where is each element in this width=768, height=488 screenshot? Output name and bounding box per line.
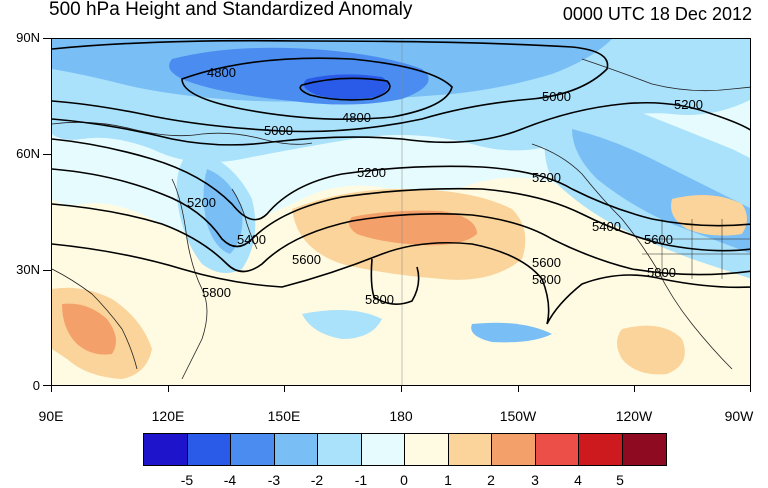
contour-label: 5200	[357, 165, 386, 180]
lat-label-90n: 90N	[16, 30, 40, 45]
contour-label: 5800	[365, 292, 394, 307]
anomaly-area-neg1-subtropic	[302, 310, 382, 339]
lat-label-30n: 30N	[16, 262, 40, 277]
lon-tick	[284, 386, 285, 392]
lon-tick	[518, 386, 519, 392]
colorbar-label: -1	[354, 472, 368, 488]
colorbar-label: 2	[487, 472, 495, 488]
anomaly-area-pos3-se-asia	[62, 303, 116, 355]
contour-label: 5800	[532, 272, 561, 287]
contour-label: 5600	[532, 255, 561, 270]
colorbar-box	[274, 434, 318, 465]
contour-label: 5800	[202, 285, 231, 300]
colorbar-box	[448, 434, 492, 465]
colorbar-label: -4	[223, 472, 237, 488]
contour-label: 5600	[644, 232, 673, 247]
lon-tick	[750, 386, 751, 392]
contour-label: 5800	[647, 265, 676, 280]
contour-4700	[299, 77, 391, 101]
contour-5400	[52, 168, 750, 252]
contour-label: 5400	[592, 219, 621, 234]
contour-label: 5200	[532, 170, 561, 185]
colorbar-box	[579, 434, 623, 465]
contour-label: 4800	[207, 65, 236, 80]
lat-tick	[43, 270, 51, 271]
colorbar-label: 4	[574, 472, 582, 488]
contour-5200	[52, 138, 750, 227]
map-panel: 4800 4800 5000 5000 5200 5200 5200 5200 …	[51, 38, 751, 386]
lon-label-120w: 120W	[615, 408, 653, 424]
contour-4800	[181, 57, 453, 121]
colorbar-box	[231, 434, 275, 465]
colorbar-label: -5	[180, 472, 194, 488]
contour-5800	[52, 241, 750, 325]
contour-5000	[52, 101, 750, 146]
anomaly-area-pos2-mexico	[617, 325, 685, 375]
colorbar-box	[187, 434, 231, 465]
lon-label-90e: 90E	[38, 408, 64, 424]
contour-label: 4800	[342, 110, 371, 125]
map-datetime: 0000 UTC 18 Dec 2012	[562, 4, 752, 24]
contour-5800-cutoff	[370, 258, 420, 305]
coastline-east-asia	[171, 178, 208, 380]
colorbar-label: 3	[531, 472, 539, 488]
colorbar-box	[318, 434, 362, 465]
colorbar-box	[405, 434, 449, 465]
anomaly-area-neg2-subtropic	[471, 322, 552, 343]
contour-label-group: 4800 4800 5000 5000 5200 5200 5200 5200 …	[187, 65, 703, 307]
colorbar-label: 1	[444, 472, 452, 488]
map-title: 500 hPa Height and Standardized Anomaly	[49, 0, 413, 20]
colorbar-box	[361, 434, 405, 465]
height-contours	[52, 39, 750, 325]
colorbar-box	[535, 434, 579, 465]
colorbar-label: -3	[267, 472, 281, 488]
lat-tick	[43, 154, 51, 155]
lon-tick	[51, 386, 52, 392]
contour-label: 5000	[264, 123, 293, 138]
colorbar-label: -2	[310, 472, 324, 488]
lon-tick	[401, 386, 402, 392]
contour-5600	[52, 203, 750, 276]
colorbar-label: 0	[400, 472, 408, 488]
lon-tick	[634, 386, 635, 392]
contour-label: 5200	[187, 195, 216, 210]
lon-label-180: 180	[389, 408, 413, 424]
contour-4900	[52, 39, 609, 133]
colorbar-box	[492, 434, 536, 465]
contour-label: 5200	[674, 97, 703, 112]
lat-label-0: 0	[32, 378, 40, 393]
lon-label-90w: 90W	[724, 408, 754, 424]
state-borders	[642, 219, 750, 279]
lon-label-120e: 120E	[151, 408, 185, 424]
lon-label-150w: 150W	[499, 408, 537, 424]
lat-tick	[43, 38, 51, 39]
coastline-indochina	[52, 268, 138, 370]
colorbar-label: 5	[616, 472, 624, 488]
lat-tick	[43, 385, 51, 386]
lat-label-60n: 60N	[16, 146, 40, 161]
anomaly-area-pos3-pacific	[348, 210, 477, 246]
coastline-japan	[231, 188, 258, 250]
contour-label: 5600	[292, 252, 321, 267]
lon-label-150e: 150E	[267, 408, 301, 424]
coastline-arctic-canada	[581, 58, 750, 92]
lon-tick	[168, 386, 169, 392]
coastline-north-america-west	[531, 143, 733, 370]
colorbar	[143, 433, 667, 466]
contour-label: 5400	[237, 232, 266, 247]
anomaly-map: 4800 4800 5000 5000 5200 5200 5200 5200 …	[52, 39, 750, 385]
colorbar-box	[622, 434, 666, 465]
contour-label: 5000	[542, 89, 571, 104]
colorbar-box	[144, 434, 188, 465]
